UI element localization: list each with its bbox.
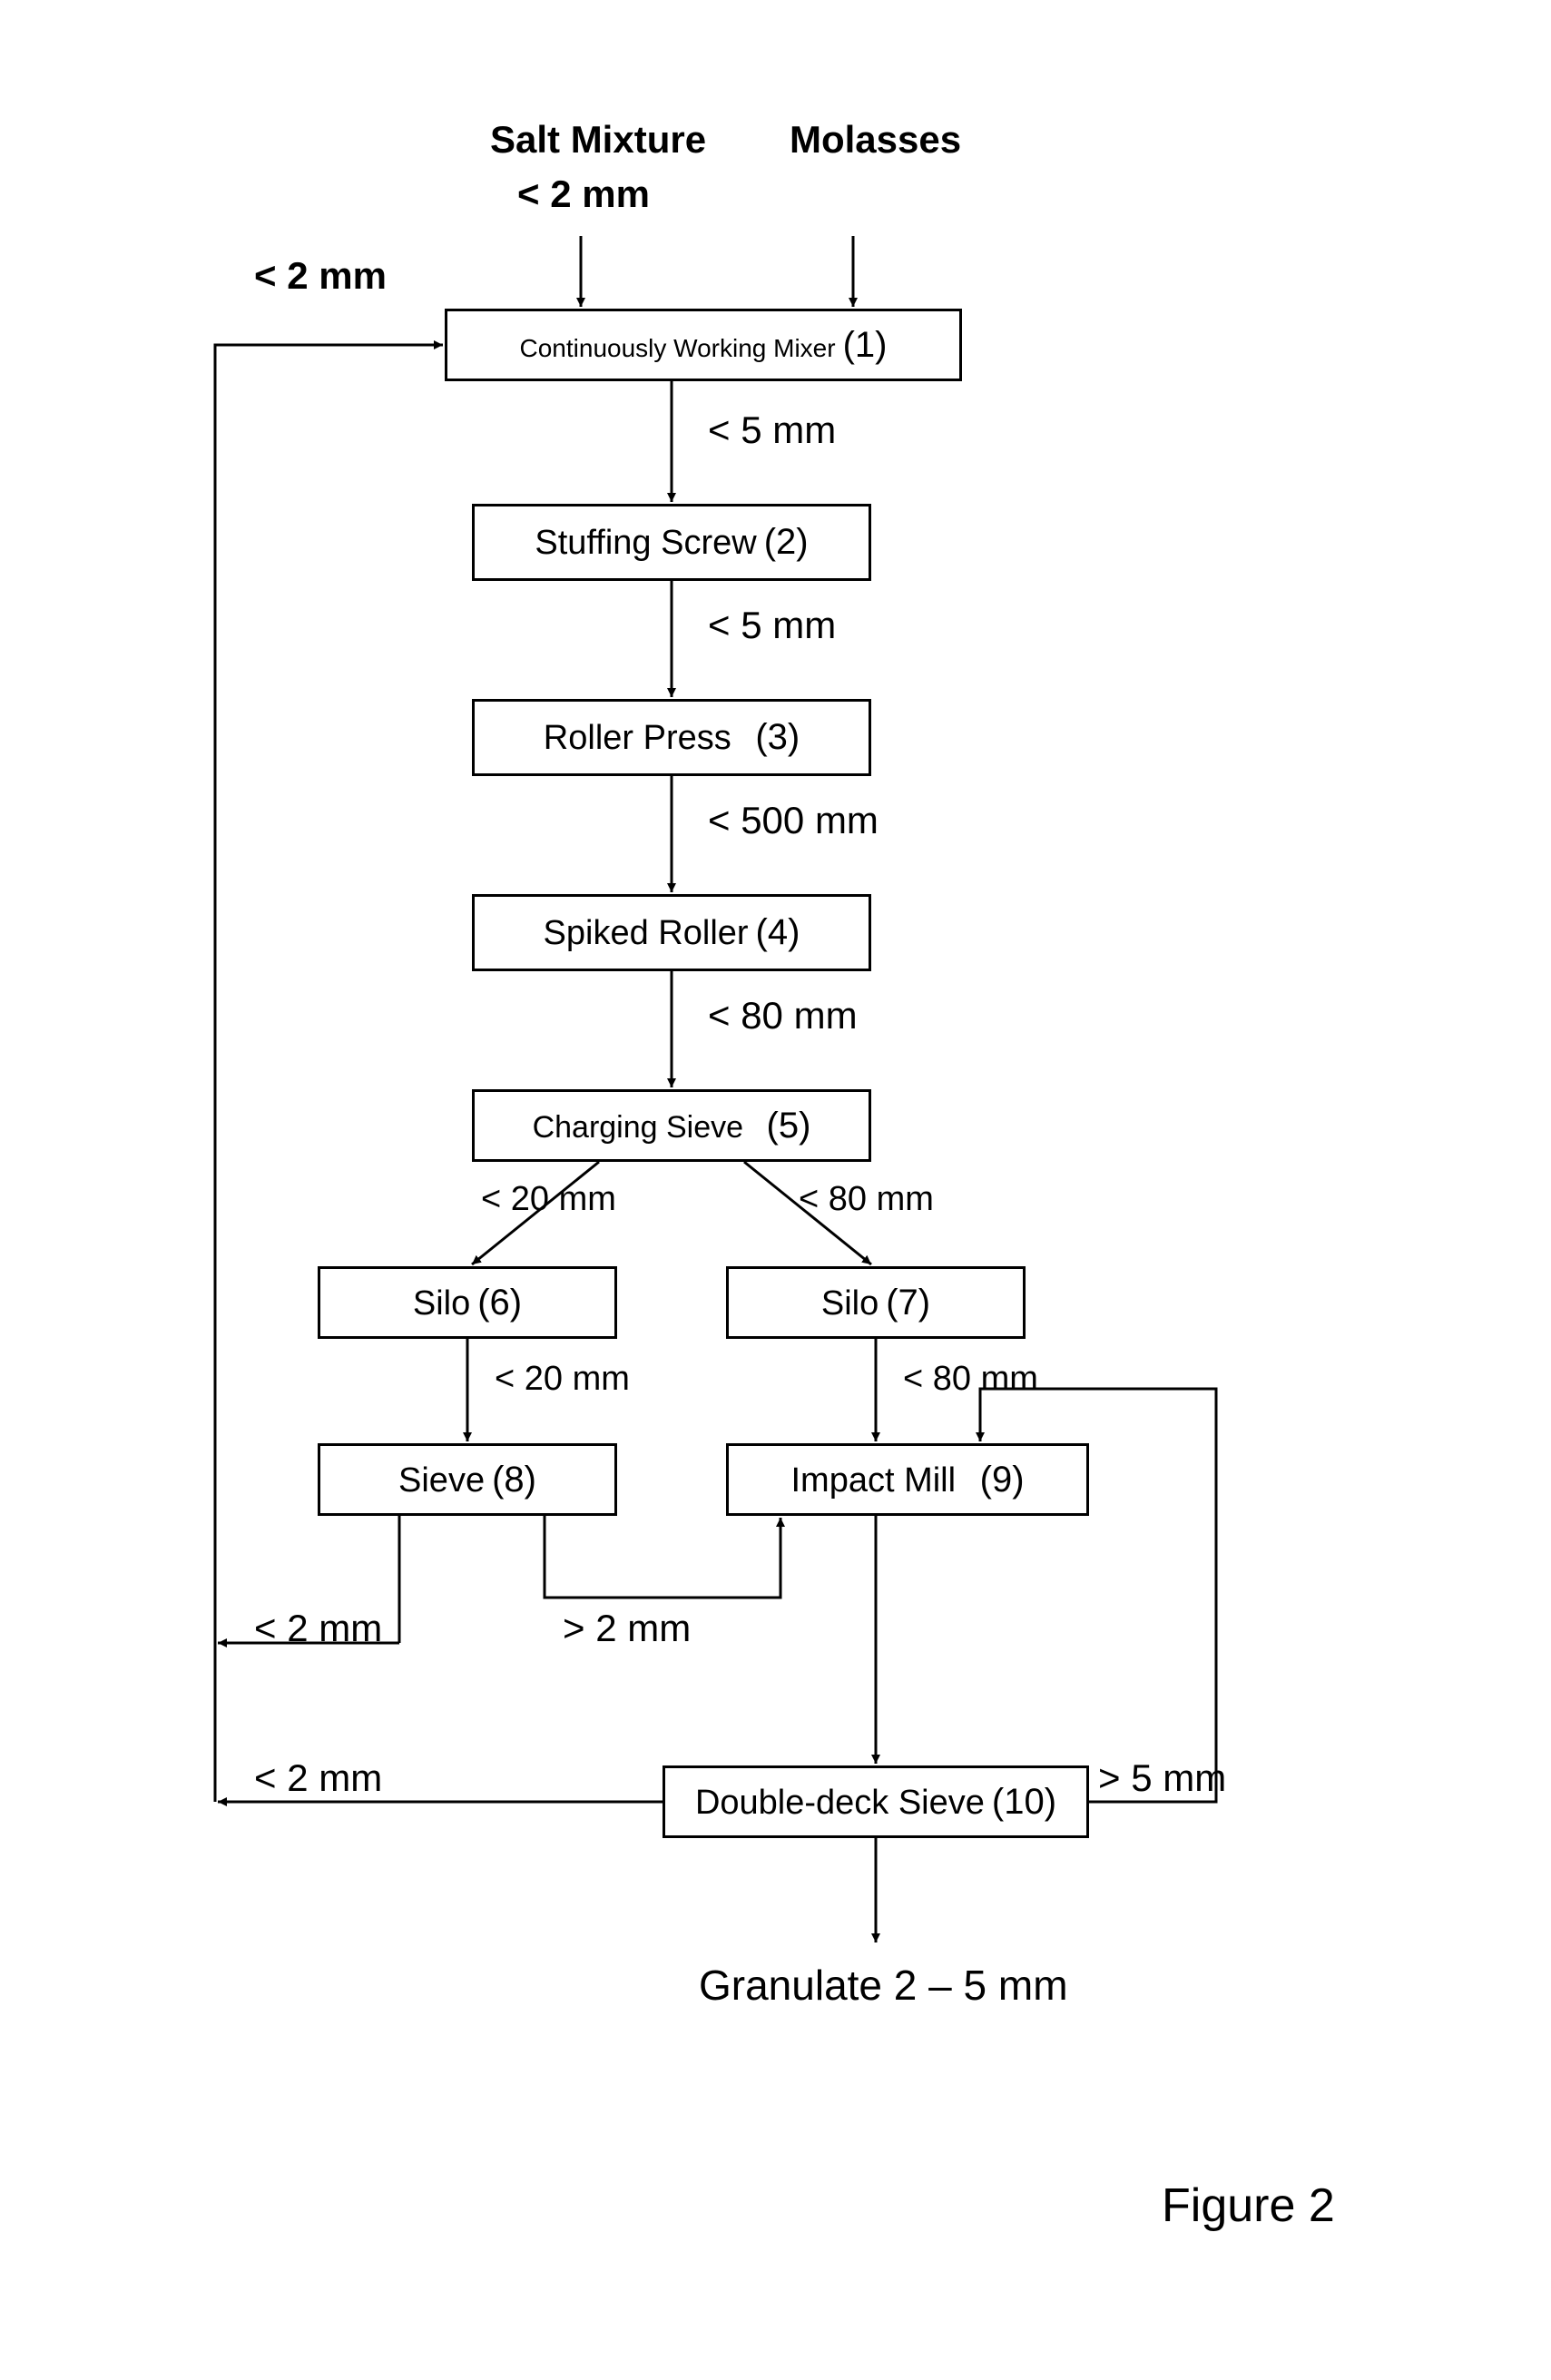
box-charging: Charging Sieve (5) <box>472 1089 871 1162</box>
edge-mixer-out: < 5 mm <box>708 408 836 452</box>
box-mixer: Continuously Working Mixer (1) <box>445 309 962 381</box>
spiked-id: (4) <box>756 912 800 953</box>
flowchart-page: Salt Mixture < 2 mm Molasses < 2 mm Cont… <box>0 0 1551 2380</box>
recycle-size-label: < 2 mm <box>254 254 387 298</box>
edge-double-coarse: > 5 mm <box>1098 1756 1226 1800</box>
box-double: Double-deck Sieve (10) <box>663 1765 1089 1838</box>
box-spiked: Spiked Roller (4) <box>472 894 871 971</box>
stuffing-name: Stuffing Screw <box>535 524 756 563</box>
charging-id: (5) <box>767 1106 811 1146</box>
edge-silo7-out: < 80 mm <box>903 1360 1038 1399</box>
double-name: Double-deck Sieve <box>695 1784 985 1823</box>
spiked-name: Spiked Roller <box>544 914 749 953</box>
output-label: Granulate 2 – 5 mm <box>699 1961 1068 2010</box>
box-stuffing: Stuffing Screw (2) <box>472 504 871 581</box>
box-roller-press: Roller Press (3) <box>472 699 871 776</box>
input-molasses-label: Molasses <box>790 118 961 162</box>
silo7-id: (7) <box>886 1283 930 1323</box>
edge-silo6-out: < 20 mm <box>495 1360 630 1399</box>
mixer-id: (1) <box>843 325 888 366</box>
box-sieve8: Sieve (8) <box>318 1443 617 1516</box>
box-silo7: Silo (7) <box>726 1266 1026 1339</box>
edge-sieve8-coarse: > 2 mm <box>563 1607 691 1650</box>
roller-id: (3) <box>755 717 800 758</box>
edge-spiked-out: < 80 mm <box>708 994 858 1038</box>
box-silo6: Silo (6) <box>318 1266 617 1339</box>
silo6-name: Silo <box>413 1284 470 1323</box>
double-id: (10) <box>992 1782 1056 1823</box>
figure-caption: Figure 2 <box>1162 2178 1335 2233</box>
mixer-name: Continuously Working Mixer <box>520 334 836 363</box>
edge-double-fine: < 2 mm <box>254 1756 382 1800</box>
edge-stuffing-out: < 5 mm <box>708 604 836 647</box>
input-salt-size: < 2 mm <box>517 172 650 216</box>
silo7-name: Silo <box>821 1284 879 1323</box>
impact-id: (9) <box>980 1460 1025 1500</box>
edge-charging-left: < 20 mm <box>481 1180 616 1219</box>
roller-name: Roller Press <box>544 719 731 758</box>
sieve8-name: Sieve <box>398 1461 485 1500</box>
edge-press-out: < 500 mm <box>708 799 879 842</box>
edge-charging-right: < 80 mm <box>799 1180 934 1219</box>
edge-sieve8-fine: < 2 mm <box>254 1607 382 1650</box>
box-impact: Impact Mill (9) <box>726 1443 1089 1516</box>
silo6-id: (6) <box>477 1283 522 1323</box>
charging-name: Charging Sieve <box>533 1110 743 1146</box>
impact-name: Impact Mill <box>790 1461 956 1500</box>
sieve8-id: (8) <box>492 1460 536 1500</box>
stuffing-id: (2) <box>764 522 809 563</box>
input-salt-label: Salt Mixture <box>490 118 706 162</box>
